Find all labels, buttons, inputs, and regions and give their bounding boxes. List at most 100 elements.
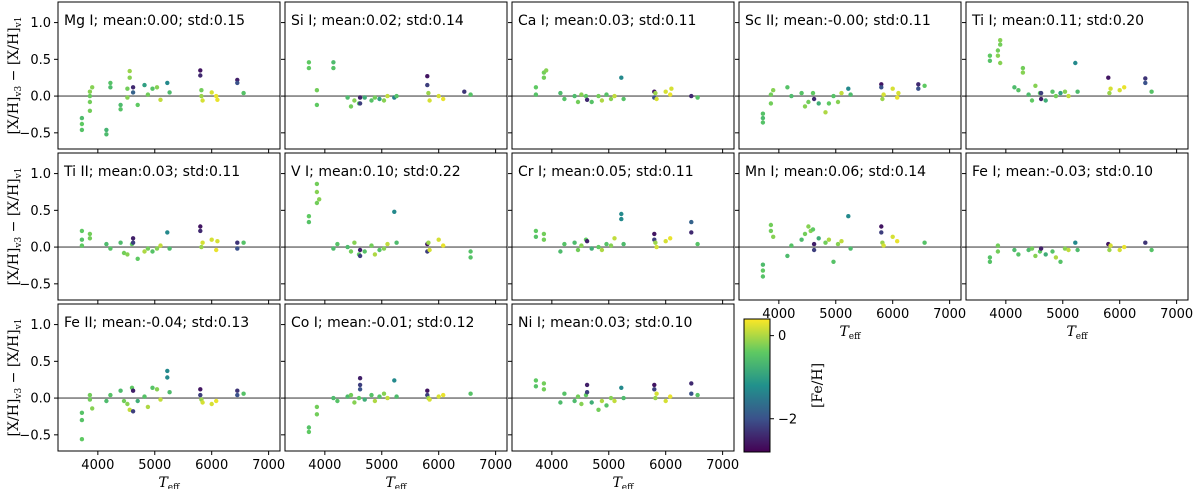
- data-point: [352, 400, 357, 405]
- data-point: [599, 247, 605, 253]
- data-point: [695, 95, 700, 100]
- data-point: [145, 246, 151, 251]
- data-point: [369, 98, 374, 103]
- data-point: [621, 96, 626, 102]
- data-point: [79, 228, 85, 234]
- data-point: [241, 90, 246, 96]
- data-point: [209, 90, 214, 95]
- data-point: [533, 234, 539, 239]
- data-point: [79, 437, 85, 442]
- data-point: [79, 237, 85, 242]
- data-point: [831, 93, 836, 99]
- data-point: [604, 92, 609, 97]
- data-point: [789, 93, 794, 99]
- data-point: [760, 120, 766, 125]
- data-point: [1143, 80, 1148, 86]
- data-point: [150, 249, 155, 254]
- y-tick-label: −0.5: [19, 428, 51, 443]
- data-point: [799, 237, 804, 242]
- data-point: [608, 243, 614, 248]
- data-point: [541, 381, 547, 386]
- data-point: [118, 240, 123, 245]
- data-point: [584, 382, 590, 388]
- data-point: [427, 98, 432, 103]
- data-point: [1020, 65, 1026, 71]
- data-point: [87, 89, 93, 94]
- data-point: [839, 90, 844, 96]
- data-point: [533, 384, 539, 389]
- data-point: [998, 38, 1003, 43]
- data-point: [125, 86, 130, 91]
- panel-grid: −0.5 0.0 0.5 1.0 Mg I; mean:0.00; std:0.15 Si…: [19, 1, 1193, 489]
- data-point: [995, 48, 1001, 53]
- data-point: [381, 391, 387, 396]
- x-tick-label: 4000: [762, 307, 795, 322]
- data-point: [579, 243, 584, 248]
- data-point: [768, 101, 774, 106]
- data-point: [848, 92, 853, 97]
- data-point: [572, 93, 577, 99]
- data-point: [835, 99, 841, 105]
- data-point: [1033, 83, 1038, 89]
- data-point: [427, 397, 432, 402]
- data-point: [356, 395, 362, 401]
- data-point: [760, 115, 766, 121]
- data-point: [1050, 249, 1055, 254]
- data-point: [306, 65, 312, 71]
- data-point: [377, 247, 382, 253]
- data-point: [799, 90, 804, 96]
- data-point: [104, 127, 109, 133]
- data-point: [130, 240, 136, 245]
- data-point: [998, 42, 1003, 47]
- data-point: [357, 387, 363, 392]
- data-point: [619, 385, 624, 390]
- data-point: [760, 268, 766, 273]
- x-tick-label: 6000: [195, 458, 228, 473]
- x-axis-label: Teff: [612, 475, 634, 489]
- data-point: [130, 388, 136, 393]
- data-point: [916, 86, 921, 91]
- data-point: [165, 368, 170, 374]
- data-point: [1062, 246, 1068, 251]
- data-point: [1016, 252, 1021, 257]
- data-point: [314, 102, 320, 108]
- data-point: [362, 95, 367, 100]
- data-point: [335, 241, 340, 247]
- y-tick-label: 0.0: [30, 241, 51, 256]
- panel-frame: [511, 152, 735, 301]
- panel-sc-ii: Sc II; mean:-0.00; std:0.11: [735, 1, 962, 153]
- data-point: [462, 89, 467, 94]
- data-point: [695, 241, 700, 247]
- data-point: [209, 401, 214, 407]
- panel-frame: [738, 1, 962, 150]
- data-point: [154, 387, 160, 392]
- data-point: [121, 398, 127, 404]
- colorbar-label: [Fe/H]: [810, 363, 826, 408]
- data-point: [235, 388, 240, 393]
- data-point: [209, 237, 214, 242]
- data-point: [785, 253, 790, 259]
- data-point: [468, 92, 473, 97]
- x-tick-label: 7000: [706, 458, 739, 473]
- data-point: [995, 249, 1001, 254]
- data-point: [377, 394, 382, 399]
- data-point: [167, 390, 172, 395]
- data-point: [104, 241, 109, 247]
- data-point: [199, 244, 204, 250]
- data-point: [839, 239, 844, 244]
- x-tick-label: 4000: [535, 458, 568, 473]
- data-point: [90, 406, 95, 411]
- panel-frame: [57, 1, 281, 150]
- data-point: [604, 241, 609, 247]
- data-point: [104, 132, 109, 137]
- data-point: [890, 86, 895, 91]
- data-point: [589, 99, 594, 105]
- data-point: [345, 394, 350, 399]
- y-tick-label: 0.0: [30, 392, 51, 407]
- data-point: [200, 400, 205, 405]
- data-point: [352, 240, 357, 245]
- data-point: [314, 200, 320, 206]
- data-point: [198, 68, 203, 73]
- data-point: [823, 240, 828, 245]
